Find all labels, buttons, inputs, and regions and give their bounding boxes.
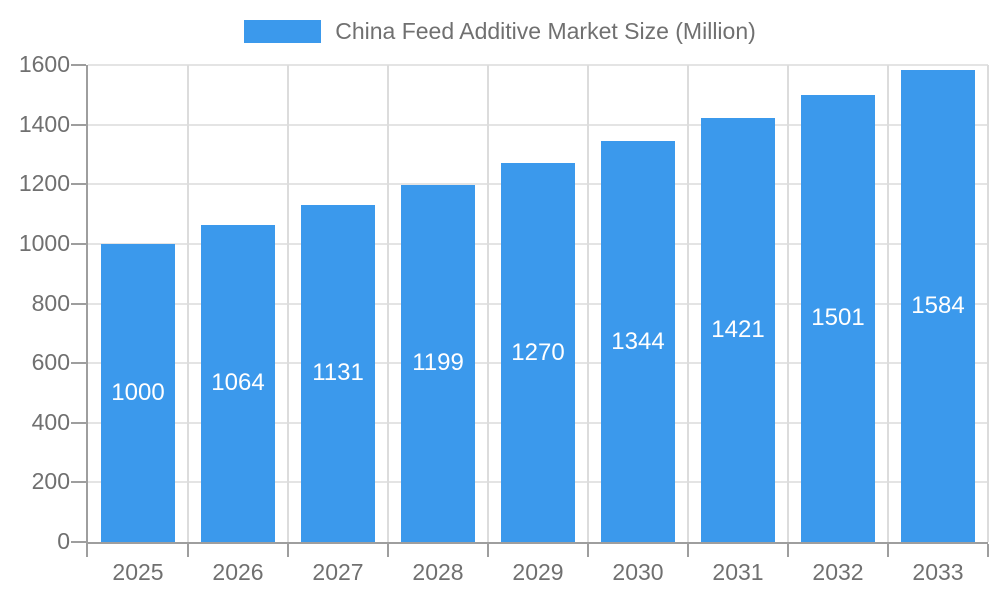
x-axis-tick-label: 2028: [412, 559, 464, 585]
bar-2028[interactable]: 1199: [401, 184, 475, 542]
y-axis-tick: [71, 362, 86, 365]
y-axis-line: [86, 65, 88, 542]
y-axis-tick-label: 1400: [18, 110, 70, 137]
x-axis-tick-label: 2031: [712, 559, 764, 585]
x-gridline: [687, 65, 689, 542]
x-axis-tick: [987, 544, 989, 557]
x-axis-tick-label: 2026: [212, 559, 264, 585]
bar-value-label: 1344: [611, 327, 665, 355]
y-axis-tick: [71, 242, 86, 245]
x-axis-tick: [487, 544, 489, 557]
y-axis-tick-label: 1200: [18, 170, 70, 197]
x-gridline: [887, 65, 889, 542]
chart-legend[interactable]: China Feed Additive Market Size (Million…: [0, 18, 1000, 45]
x-gridline: [787, 65, 789, 542]
bar-2025[interactable]: 1000: [101, 243, 175, 542]
bar-value-label: 1000: [111, 378, 165, 406]
x-axis-tick: [86, 544, 88, 557]
x-axis-tick: [387, 544, 389, 557]
y-axis-tick: [71, 302, 86, 305]
bar-2030[interactable]: 1344: [601, 141, 675, 542]
bar-value-label: 1199: [412, 349, 464, 377]
x-axis-tick-label: 2025: [112, 559, 164, 585]
y-axis-tick: [71, 183, 86, 186]
bar-2031[interactable]: 1421: [701, 118, 775, 542]
y-axis-tick: [71, 421, 86, 424]
x-axis-tick: [287, 544, 289, 557]
bar-value-label: 1421: [711, 316, 765, 344]
y-axis-tick: [71, 541, 86, 543]
x-axis-tick: [787, 544, 789, 557]
bar-2026[interactable]: 1064: [201, 224, 275, 542]
plot-area: 1000 1064 1131 1199 1270 1344 1421 1501 1584: [71, 64, 989, 557]
legend-swatch-icon: [244, 20, 322, 43]
x-gridline: [187, 65, 189, 542]
bar-value-label: 1064: [211, 369, 265, 397]
y-axis-tick-label: 1000: [18, 229, 70, 256]
x-axis-tick-label: 2027: [312, 559, 364, 585]
x-gridline: [387, 65, 389, 542]
bar-2033[interactable]: 1584: [901, 69, 975, 542]
y-axis-tick-label: 1600: [18, 51, 70, 77]
x-axis-tick-label: 2030: [612, 559, 664, 585]
y-axis-tick: [71, 64, 86, 66]
bar-value-label: 1270: [511, 338, 565, 366]
x-gridline: [587, 65, 589, 542]
bar-2027[interactable]: 1131: [301, 204, 375, 542]
bar-value-label: 1584: [911, 291, 965, 319]
x-axis-line: [86, 542, 988, 544]
y-axis-tick: [71, 481, 86, 484]
y-axis-tick-label: 600: [31, 349, 70, 376]
x-gridline: [287, 65, 289, 542]
y-axis-tick-label: 200: [31, 468, 70, 495]
bar-value-label: 1501: [811, 304, 865, 332]
x-axis-tick-label: 2029: [512, 559, 564, 585]
y-axis-tick-label: 0: [57, 528, 70, 554]
bar-value-label: 1131: [312, 359, 364, 387]
x-axis-tick: [187, 544, 189, 557]
x-axis-tick-label: 2032: [812, 559, 864, 585]
x-axis-tick: [687, 544, 689, 557]
x-axis-tick: [887, 544, 889, 557]
x-gridline: [987, 65, 989, 542]
y-axis-tick: [71, 123, 86, 126]
y-gridline: [88, 123, 988, 126]
bar-2032[interactable]: 1501: [801, 94, 875, 542]
y-gridline: [88, 64, 988, 66]
y-axis-tick-label: 800: [31, 289, 70, 316]
x-gridline: [487, 65, 489, 542]
legend-label: China Feed Additive Market Size (Million…: [335, 18, 756, 44]
x-axis-tick-label: 2033: [912, 559, 964, 585]
x-axis-tick: [587, 544, 589, 557]
y-axis-tick-label: 400: [31, 408, 70, 435]
bar-2029[interactable]: 1270: [501, 163, 575, 542]
